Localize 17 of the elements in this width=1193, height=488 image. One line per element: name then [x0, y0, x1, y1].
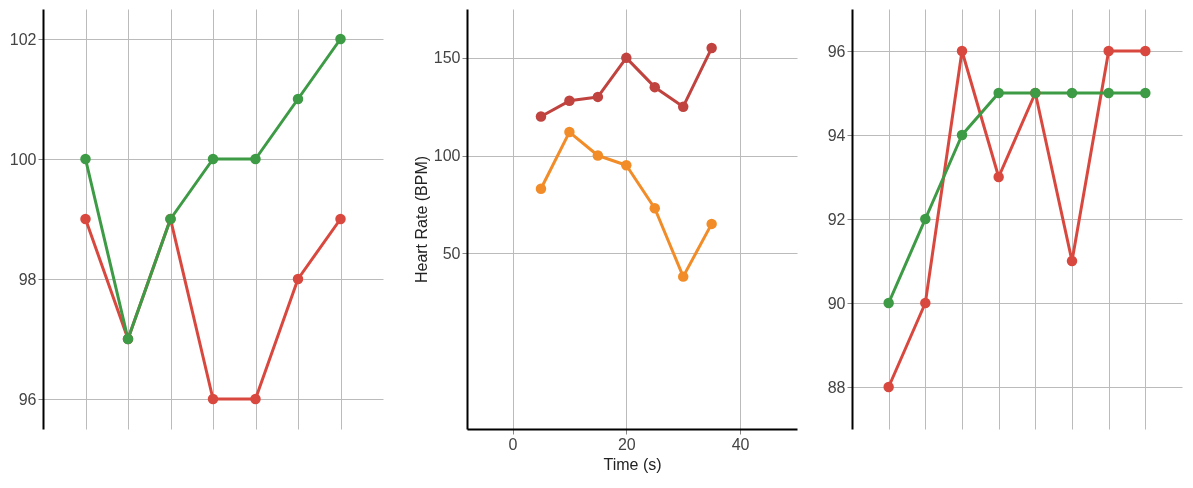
x-tick-label: 0 [508, 435, 518, 453]
y-tick-label: 88 [827, 378, 846, 396]
x-tick-label: 40 [731, 435, 750, 453]
x-tick-label: 20 [617, 435, 636, 453]
y-tick-label: 92 [827, 210, 846, 228]
y-tick-label: 90 [827, 294, 846, 312]
y-tick-label: 96 [827, 42, 846, 60]
y-tick-label: 98 [18, 270, 37, 288]
y-tick-label: 50 [442, 244, 461, 262]
y-axis-title: Heart Rate (BPM) [412, 155, 430, 284]
y-tick-label: 96 [18, 390, 37, 408]
x-axis-title: Time (s) [603, 455, 662, 473]
y-tick-label: 150 [433, 49, 461, 67]
y-tick-label: 100 [9, 150, 37, 168]
y-tick-label: 94 [827, 126, 846, 144]
y-tick-label: 100 [433, 147, 461, 165]
y-tick-label: 102 [9, 30, 37, 48]
